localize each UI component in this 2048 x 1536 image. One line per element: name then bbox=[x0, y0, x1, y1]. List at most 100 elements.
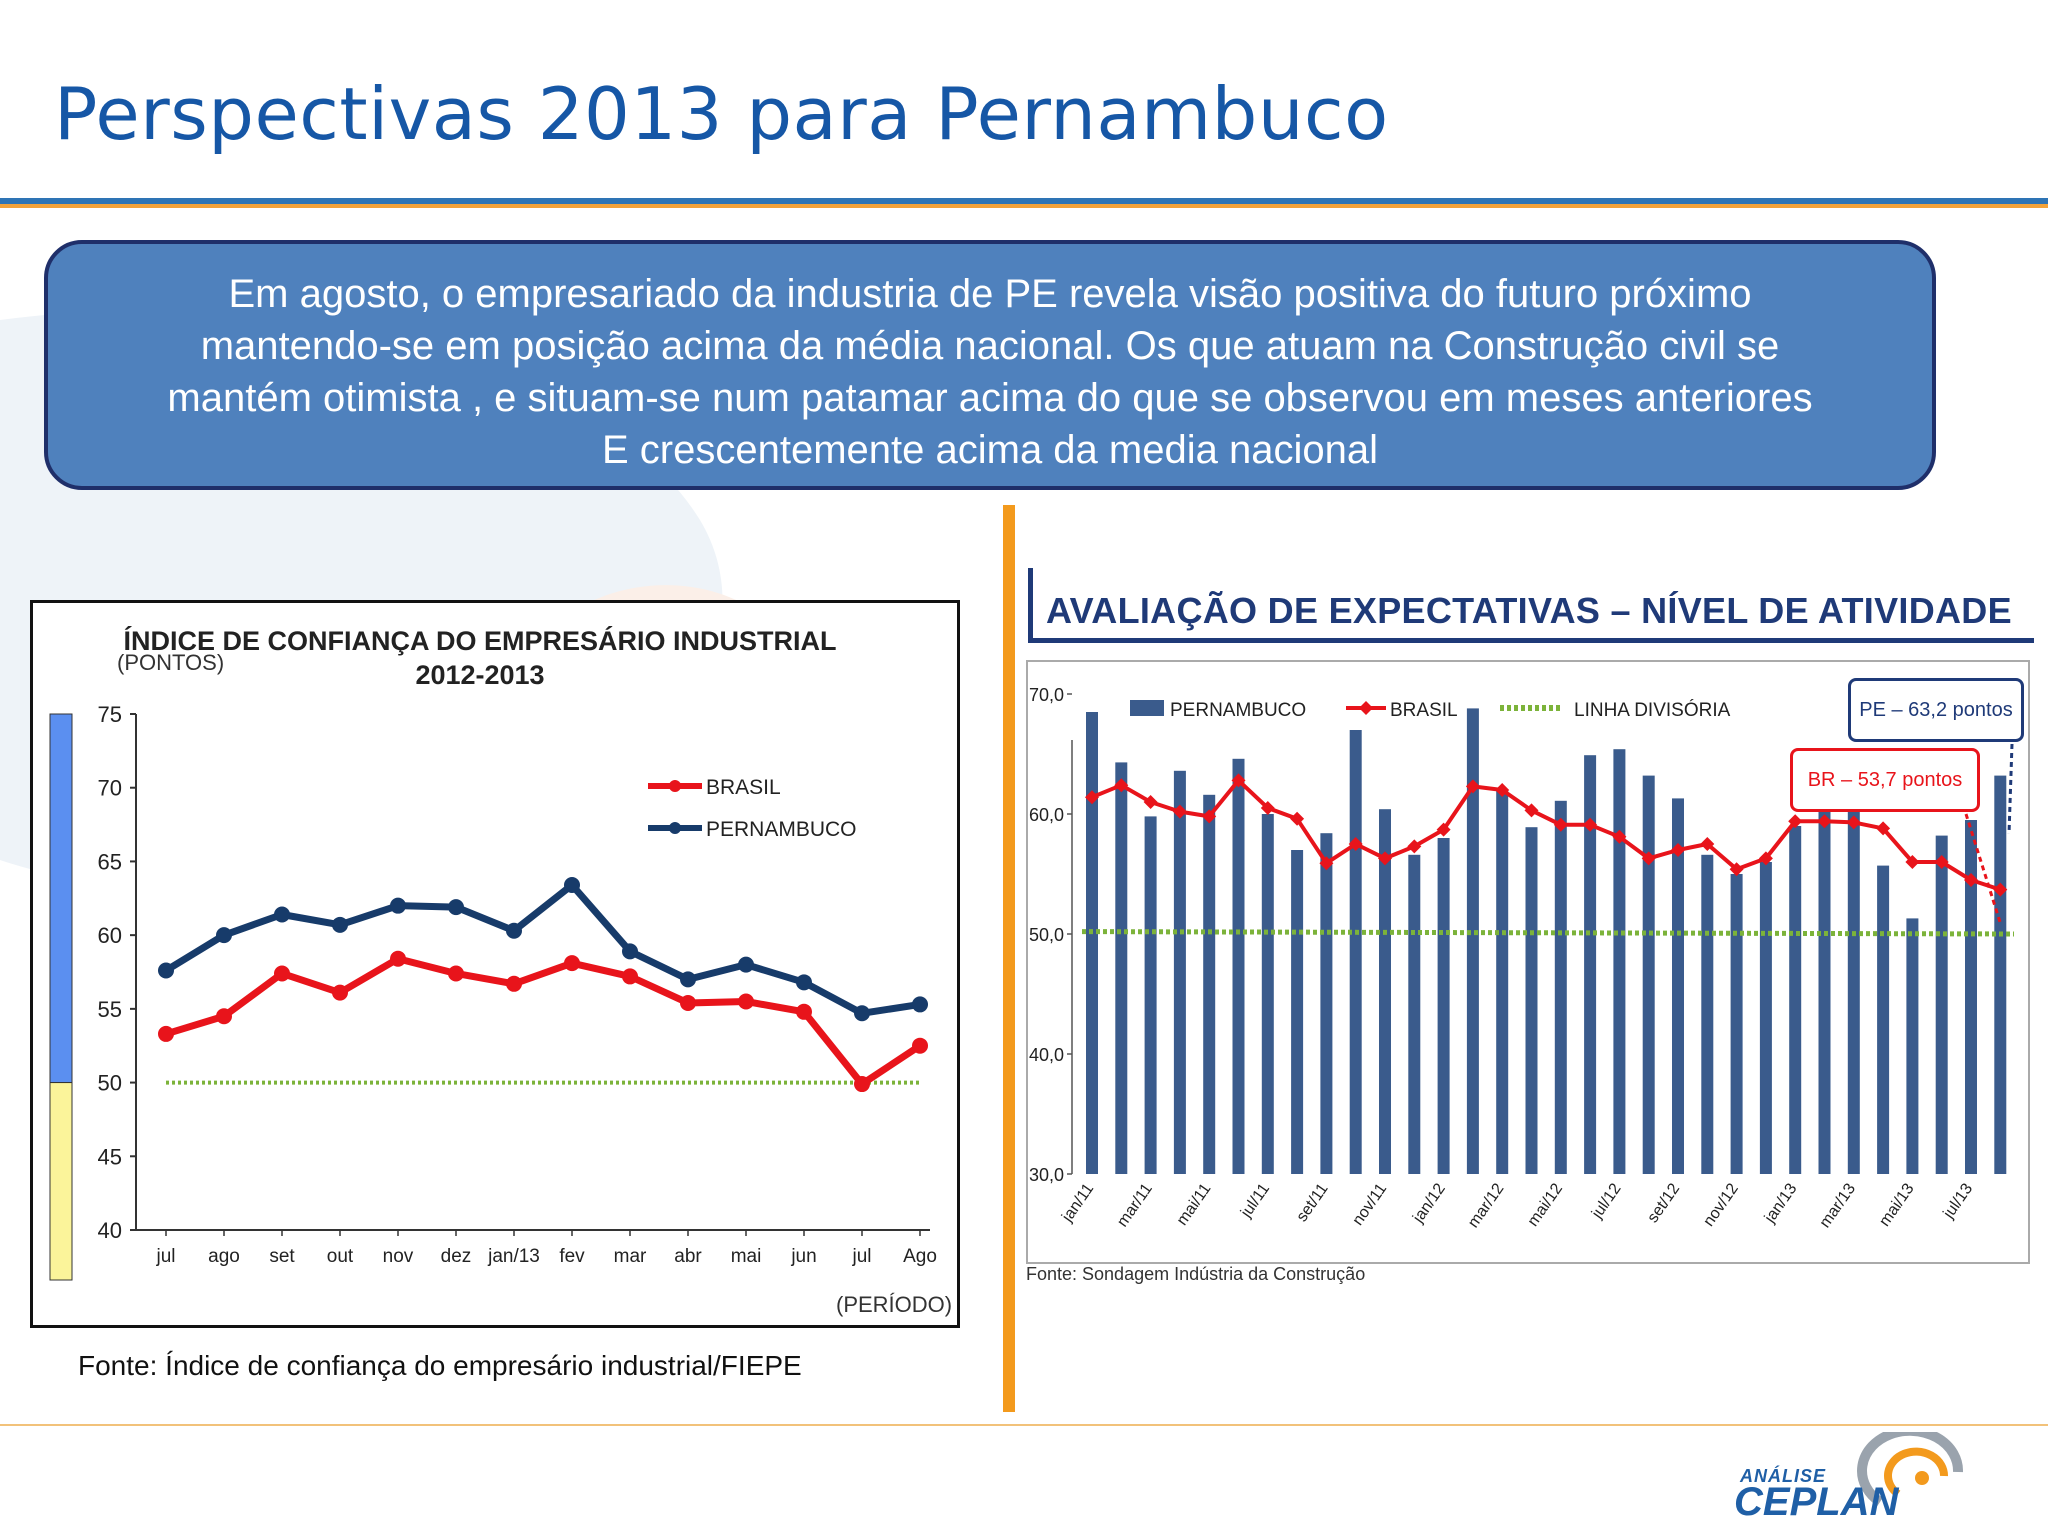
logo-text-small: ANÁLISE bbox=[1740, 1466, 1827, 1486]
left-chart-source: Fonte: Índice de confiança do empresário… bbox=[78, 1350, 802, 1381]
data-point-brasil bbox=[1202, 809, 1217, 824]
x-tick-label: nov/11 bbox=[1349, 1180, 1390, 1228]
right-title-accent bbox=[1028, 568, 1033, 640]
left-chart-xlabel: (PERÍODO) bbox=[836, 1292, 953, 1317]
left-chart-title-line: ÍNDICE DE CONFIANÇA DO EMPRESÁRIO INDUST… bbox=[123, 626, 837, 656]
data-point-brasil bbox=[1495, 783, 1510, 797]
data-point-brasil bbox=[1290, 811, 1305, 826]
callout-line: Em agosto, o empresariado da industria d… bbox=[228, 272, 1752, 316]
x-tick-label: mai/11 bbox=[1174, 1180, 1215, 1228]
pe-annotation-arrow bbox=[2007, 743, 2014, 835]
data-point-brasil bbox=[1172, 804, 1187, 819]
bar-pernambuco bbox=[1203, 794, 1216, 1174]
bar-pernambuco bbox=[1642, 775, 1655, 1174]
bar-pernambuco bbox=[1320, 833, 1333, 1174]
x-tick-label: mar/13 bbox=[1817, 1180, 1860, 1231]
x-tick-label: set bbox=[269, 1246, 295, 1267]
data-point-brasil bbox=[1114, 778, 1129, 793]
data-point-pernambuco bbox=[506, 922, 522, 939]
data-point-brasil bbox=[564, 955, 580, 972]
bar-pernambuco bbox=[1232, 758, 1245, 1174]
data-point-brasil bbox=[1671, 843, 1685, 857]
br-annotation: BR – 53,7 pontos bbox=[1790, 748, 1980, 812]
data-point-brasil bbox=[1407, 839, 1422, 854]
data-point-pernambuco bbox=[216, 927, 232, 944]
data-point-brasil bbox=[1993, 882, 2008, 897]
footer-rule bbox=[0, 1424, 2048, 1426]
y-tick-label: 60,0 bbox=[1029, 805, 1064, 825]
data-point-brasil bbox=[1348, 837, 1363, 851]
data-point-brasil bbox=[1583, 817, 1598, 832]
bar-pernambuco bbox=[1291, 850, 1304, 1174]
x-tick-label: mar/12 bbox=[1465, 1180, 1508, 1231]
y-tick-label: 45 bbox=[98, 1144, 122, 1169]
data-point-pernambuco bbox=[158, 962, 174, 979]
x-tick-label: jul/13 bbox=[1940, 1180, 1976, 1222]
data-point-brasil bbox=[1876, 821, 1891, 836]
x-tick-label: out bbox=[327, 1246, 354, 1267]
y-tick-label: 70,0 bbox=[1029, 685, 1064, 705]
title-rule bbox=[0, 198, 2048, 204]
bar-pernambuco bbox=[1613, 749, 1626, 1174]
y-tick-label: 50,0 bbox=[1029, 925, 1064, 945]
series-line-pernambuco bbox=[164, 881, 921, 1017]
x-tick-label: nov bbox=[383, 1246, 414, 1267]
data-point-pernambuco bbox=[274, 906, 290, 923]
data-point-brasil bbox=[1436, 822, 1451, 837]
bar-pernambuco bbox=[1525, 827, 1538, 1174]
data-point-brasil bbox=[1905, 855, 1920, 869]
bar-pernambuco bbox=[1906, 918, 1919, 1174]
data-point-brasil bbox=[1964, 873, 1978, 887]
left-chart-frame bbox=[30, 600, 960, 1328]
bar-pernambuco bbox=[1496, 790, 1509, 1174]
x-tick-label: jul/11 bbox=[1237, 1180, 1273, 1221]
y-tick-label: 50 bbox=[98, 1071, 122, 1096]
callout-line: E crescentemente acima da media nacional bbox=[602, 428, 1378, 472]
data-point-brasil bbox=[1700, 837, 1715, 851]
bar-pernambuco bbox=[1672, 798, 1684, 1174]
y-tick-label: 55 bbox=[98, 997, 122, 1022]
legend-label-pernambuco: PERNAMBUCO bbox=[1170, 700, 1306, 721]
x-tick-label: mar bbox=[614, 1246, 647, 1267]
x-tick-label: nov/12 bbox=[1700, 1180, 1742, 1229]
x-tick-label: jul bbox=[155, 1246, 175, 1267]
y-tick-label: 70 bbox=[98, 776, 122, 801]
bar-pernambuco bbox=[1086, 712, 1098, 1174]
data-point-brasil bbox=[274, 965, 290, 982]
y-tick-label: 30,0 bbox=[1029, 1165, 1064, 1185]
pe-annotation: PE – 63,2 pontos bbox=[1848, 678, 2024, 742]
bar-pernambuco bbox=[1730, 874, 1743, 1174]
data-point-brasil bbox=[448, 965, 464, 982]
data-point-pernambuco bbox=[332, 916, 348, 933]
data-point-brasil bbox=[158, 1025, 174, 1042]
callout-line: mantendo-se em posição acima da média na… bbox=[200, 324, 1780, 368]
x-tick-label: jul bbox=[851, 1246, 871, 1267]
x-tick-label: jun bbox=[790, 1246, 816, 1267]
data-point-brasil bbox=[390, 950, 406, 967]
x-tick-label: mar/11 bbox=[1114, 1180, 1156, 1230]
y-tick-label: 60 bbox=[98, 923, 122, 948]
left-chart-ylabel: (PONTOS) bbox=[117, 650, 225, 675]
y-tick-label: 40,0 bbox=[1029, 1045, 1064, 1065]
y-tick-label: 75 bbox=[98, 702, 122, 727]
br-annotation-arrow bbox=[1964, 813, 2002, 923]
y-tick-label: 40 bbox=[98, 1218, 122, 1243]
x-tick-label: mai bbox=[731, 1246, 762, 1267]
right-chart-source: Fonte: Sondagem Indústria da Construção bbox=[1026, 1264, 1366, 1284]
bar-pernambuco bbox=[1261, 814, 1274, 1174]
data-point-pernambuco bbox=[622, 943, 638, 960]
bar-pernambuco bbox=[1115, 762, 1128, 1174]
bar-pernambuco bbox=[1935, 835, 1948, 1174]
data-point-pernambuco bbox=[564, 877, 580, 894]
data-point-pernambuco bbox=[390, 897, 406, 914]
data-point-brasil bbox=[1085, 790, 1099, 805]
summary-callout: Em agosto, o empresariado da industria d… bbox=[44, 240, 1936, 490]
callout-line: mantém otimista , e situam-se num patama… bbox=[167, 376, 1813, 420]
x-tick-label: Ago bbox=[903, 1246, 937, 1267]
data-point-brasil bbox=[1319, 856, 1334, 871]
legend-label-divisoria: LINHA DIVISÓRIA bbox=[1574, 699, 1731, 721]
ceplan-logo-icon bbox=[1857, 1432, 1964, 1507]
x-tick-label: ago bbox=[208, 1246, 240, 1267]
bar-pernambuco bbox=[1701, 854, 1714, 1174]
x-tick-label: jan/12 bbox=[1409, 1180, 1449, 1226]
